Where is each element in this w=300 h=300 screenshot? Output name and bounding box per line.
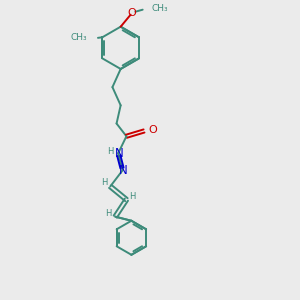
Text: H: H xyxy=(106,208,112,217)
Text: N: N xyxy=(114,147,123,160)
Text: O: O xyxy=(148,125,157,135)
Text: H: H xyxy=(107,147,113,156)
Text: CH₃: CH₃ xyxy=(70,33,87,42)
Text: N: N xyxy=(119,164,128,177)
Text: O: O xyxy=(128,8,136,19)
Text: CH₃: CH₃ xyxy=(152,4,168,13)
Text: H: H xyxy=(101,178,108,188)
Text: H: H xyxy=(129,192,136,201)
